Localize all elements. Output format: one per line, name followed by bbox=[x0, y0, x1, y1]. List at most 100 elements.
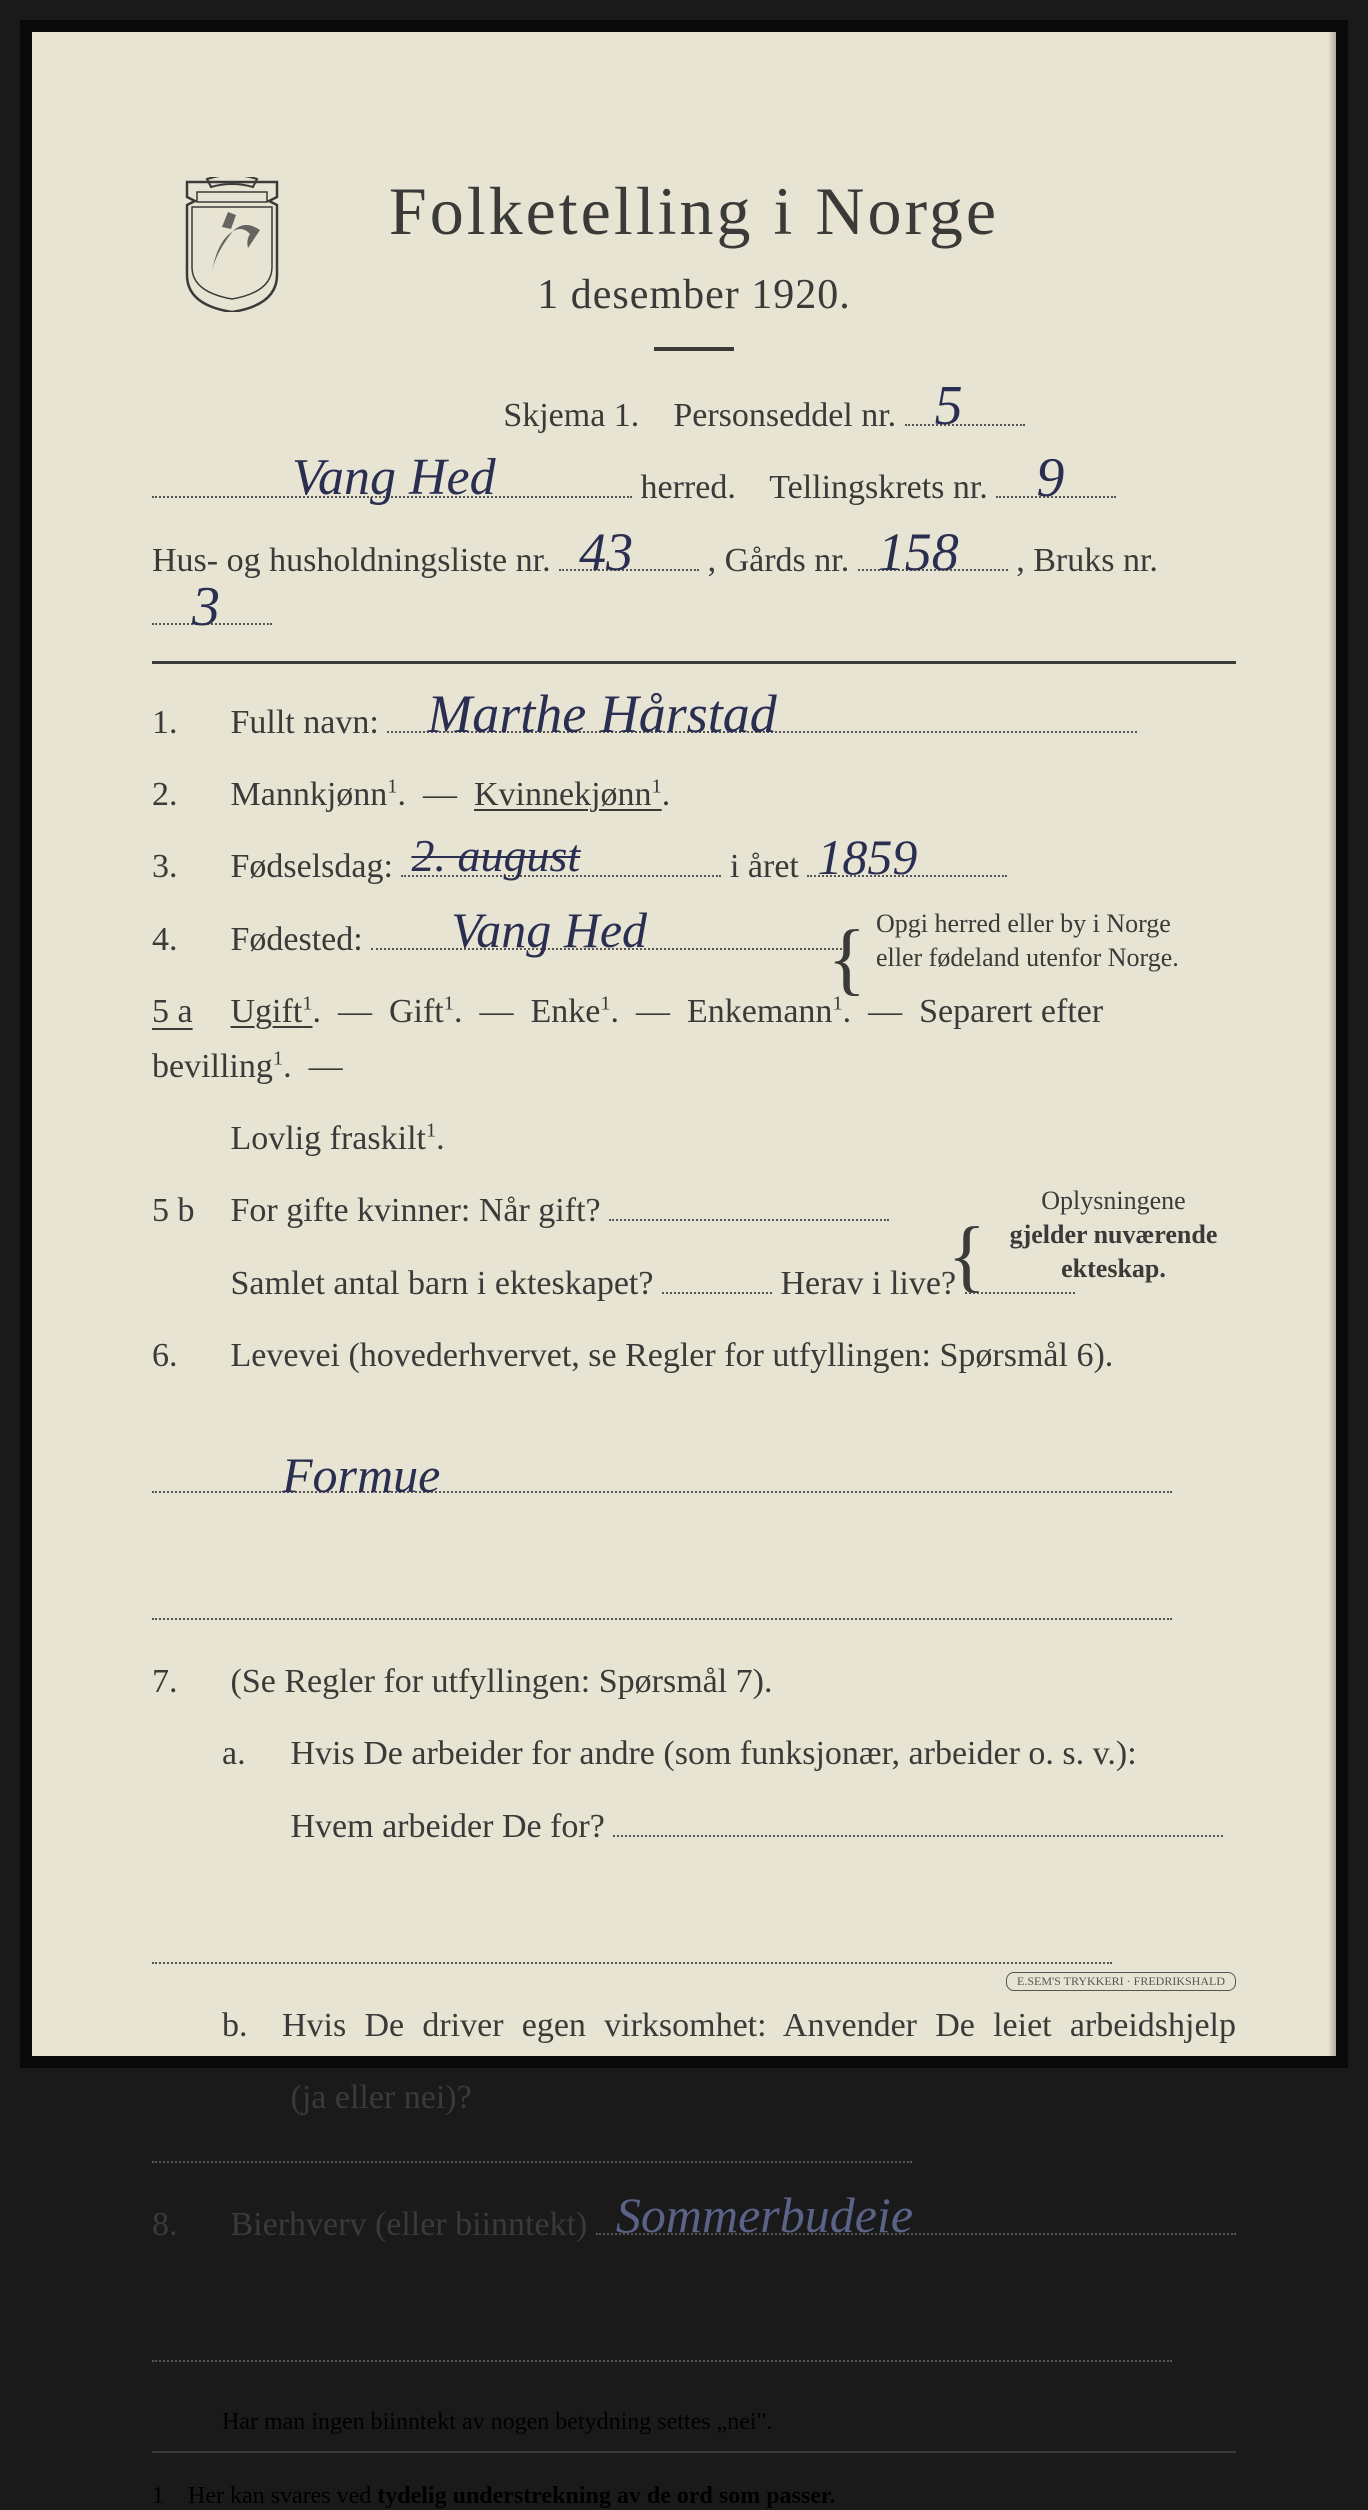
row-herred: Vang Hed herred. Tellingskrets nr. 9 bbox=[152, 461, 1236, 515]
q1-num: 1. bbox=[152, 696, 222, 750]
crest-svg bbox=[177, 177, 287, 312]
husliste-field: 43 bbox=[559, 537, 699, 571]
q7b-row2: (ja eller nei)? bbox=[152, 2071, 1236, 2180]
printer-stamp: E.SEM'S TRYKKERI · FREDRIKSHALD bbox=[1006, 1972, 1236, 1991]
q5b-label2: Samlet antal barn i ekteskapet? bbox=[231, 1265, 654, 1302]
q1-value: Marthe Hårstad bbox=[427, 671, 777, 757]
q5a-num: 5 a bbox=[152, 985, 222, 1039]
q5b-label3: Herav i live? bbox=[780, 1265, 956, 1302]
q5b-num: 5 b bbox=[152, 1184, 222, 1238]
footer-divider bbox=[152, 2451, 1236, 2453]
q2-num: 2. bbox=[152, 768, 222, 822]
q8-field: Sommerbudeie bbox=[596, 2201, 1236, 2235]
q3-row: 3. Fødselsdag: 2. august i året 1859 bbox=[152, 840, 1236, 894]
q3-num: 3. bbox=[152, 840, 222, 894]
q7b-row: b. Hvis De driver egen virksomhet: Anven… bbox=[152, 1999, 1236, 2053]
bruks-value: 3 bbox=[192, 563, 220, 653]
q7a-row3 bbox=[152, 1872, 1236, 1981]
q6-row3 bbox=[152, 1528, 1236, 1637]
q4-note: Opgi herred eller by i Norge eller fødel… bbox=[876, 907, 1236, 975]
q1-row: 1. Fullt navn: Marthe Hårstad bbox=[152, 696, 1236, 750]
q4-num: 4. bbox=[152, 913, 222, 967]
q7a-letter: a. bbox=[222, 1727, 282, 1781]
q8-row2 bbox=[152, 2271, 1236, 2380]
q3-year-field: 1859 bbox=[807, 843, 1007, 877]
q2-label: Mannkjønn1. — Kvinnekjønn1. bbox=[231, 776, 671, 813]
form-subtitle: 1 desember 1920. bbox=[152, 271, 1236, 319]
q8-row: 8. Bierhverv (eller biinntekt) Sommerbud… bbox=[152, 2198, 1236, 2252]
form-title: Folketelling i Norge bbox=[152, 172, 1236, 251]
q5a-row2: Lovlig fraskilt1. bbox=[152, 1112, 1236, 1166]
q5b-note2: gjelder nuværende bbox=[1010, 1220, 1218, 1249]
q5b-label: For gifte kvinner: Når gift? bbox=[231, 1192, 601, 1229]
q8-label: Bierhverv (eller biinntekt) bbox=[231, 2206, 588, 2243]
page-shadow bbox=[1328, 32, 1336, 2056]
q7b-letter: b. bbox=[222, 1999, 282, 2053]
q5b-field3 bbox=[965, 1260, 1075, 1294]
q3-year-label: i året bbox=[730, 848, 799, 885]
footnote-num: 1 bbox=[152, 2483, 182, 2510]
tellingskrets-label: Tellingskrets nr. bbox=[769, 469, 988, 506]
q6-row: 6. Levevei (hovederhvervet, se Regler fo… bbox=[152, 1329, 1236, 1383]
footer-note: Har man ingen biinntekt av nogen betydni… bbox=[222, 2409, 1236, 2436]
footnote: 1 Her kan svares ved tydelig understrekn… bbox=[152, 2483, 1236, 2510]
husliste-value: 43 bbox=[579, 509, 633, 595]
q7a-label: Hvis De arbeider for andre (som funksjon… bbox=[291, 1735, 1137, 1772]
coat-of-arms-icon bbox=[177, 177, 287, 312]
q7-row: 7. (Se Regler for utfyllingen: Spørsmål … bbox=[152, 1655, 1236, 1709]
census-form-page: Folketelling i Norge 1 desember 1920. Sk… bbox=[20, 20, 1348, 2068]
q8-num: 8. bbox=[152, 2198, 222, 2252]
bruks-label: , Bruks nr. bbox=[1016, 542, 1158, 579]
q6-label: Levevei (hovederhvervet, se Regler for u… bbox=[231, 1337, 1114, 1374]
q6-value: Formue bbox=[282, 1435, 440, 1515]
q5a-row: 5 a Ugift1. — Gift1. — Enke1. — Enkemann… bbox=[152, 985, 1236, 1094]
row-husliste: Hus- og husholdningsliste nr. 43 , Gårds… bbox=[152, 534, 1236, 643]
gards-value: 158 bbox=[878, 509, 959, 595]
q7a-row2: Hvem arbeider De for? bbox=[152, 1800, 1236, 1854]
q1-label: Fullt navn: bbox=[231, 704, 379, 741]
personseddel-value: 5 bbox=[935, 362, 963, 452]
q6-field2 bbox=[152, 1586, 1172, 1620]
skjema-label: Skjema 1. bbox=[503, 397, 639, 434]
gards-label: , Gårds nr. bbox=[708, 542, 850, 579]
q5b-field1 bbox=[609, 1187, 889, 1221]
q5b-row: 5 b For gifte kvinner: Når gift? { Oplys… bbox=[152, 1184, 1236, 1238]
q3-year-value: 1859 bbox=[817, 817, 917, 897]
tellingskrets-field: 9 bbox=[996, 464, 1116, 498]
q3-day-value: 2. august bbox=[411, 819, 580, 893]
herred-value: Vang Hed bbox=[292, 436, 496, 519]
q7a-label2: Hvem arbeider De for? bbox=[291, 1808, 605, 1845]
q3-day-field: 2. august bbox=[401, 843, 721, 877]
section-divider bbox=[152, 661, 1236, 664]
q7b-field bbox=[152, 2129, 912, 2163]
q1-field: Marthe Hårstad bbox=[387, 699, 1137, 733]
q6-field: Formue bbox=[152, 1459, 1172, 1493]
q4-value: Vang Hed bbox=[451, 890, 647, 970]
footnote-text: Her kan svares ved tydelig understreknin… bbox=[188, 2483, 835, 2509]
q7a-field2 bbox=[152, 1930, 1112, 1964]
q7a-field bbox=[613, 1803, 1223, 1837]
q4-note2: eller fødeland utenfor Norge. bbox=[876, 943, 1179, 972]
q4-field: Vang Hed bbox=[371, 916, 846, 950]
title-divider bbox=[654, 347, 734, 351]
q8-value: Sommerbudeie bbox=[616, 2175, 913, 2255]
q6-row2: Formue bbox=[152, 1401, 1236, 1510]
q4-label: Fødested: bbox=[231, 921, 363, 958]
personseddel-field: 5 bbox=[905, 392, 1025, 426]
gards-field: 158 bbox=[858, 537, 1008, 571]
row-skjema: Skjema 1. Personseddel nr. 5 bbox=[152, 389, 1236, 443]
q8-field2 bbox=[152, 2328, 1172, 2362]
q5a-label2: Lovlig fraskilt1. bbox=[231, 1120, 445, 1157]
q7-label: (Se Regler for utfyllingen: Spørsmål 7). bbox=[231, 1663, 773, 1700]
q5b-note1: Oplysningene bbox=[1041, 1186, 1185, 1215]
personseddel-label: Personseddel nr. bbox=[673, 397, 896, 434]
q4-row: 4. Fødested: Vang Hed { Opgi herred elle… bbox=[152, 913, 1236, 967]
q2-row: 2. Mannkjønn1. — Kvinnekjønn1. bbox=[152, 768, 1236, 822]
bruks-field: 3 bbox=[152, 591, 272, 625]
tellingskrets-value: 9 bbox=[1036, 434, 1064, 524]
q7b-label2: (ja eller nei)? bbox=[291, 2079, 472, 2116]
herred-label: herred. bbox=[641, 469, 736, 506]
q5a-label: Ugift1. — Gift1. — Enke1. — Enkemann1. —… bbox=[152, 993, 1103, 1084]
q7-num: 7. bbox=[152, 1655, 222, 1709]
q6-num: 6. bbox=[152, 1329, 222, 1383]
